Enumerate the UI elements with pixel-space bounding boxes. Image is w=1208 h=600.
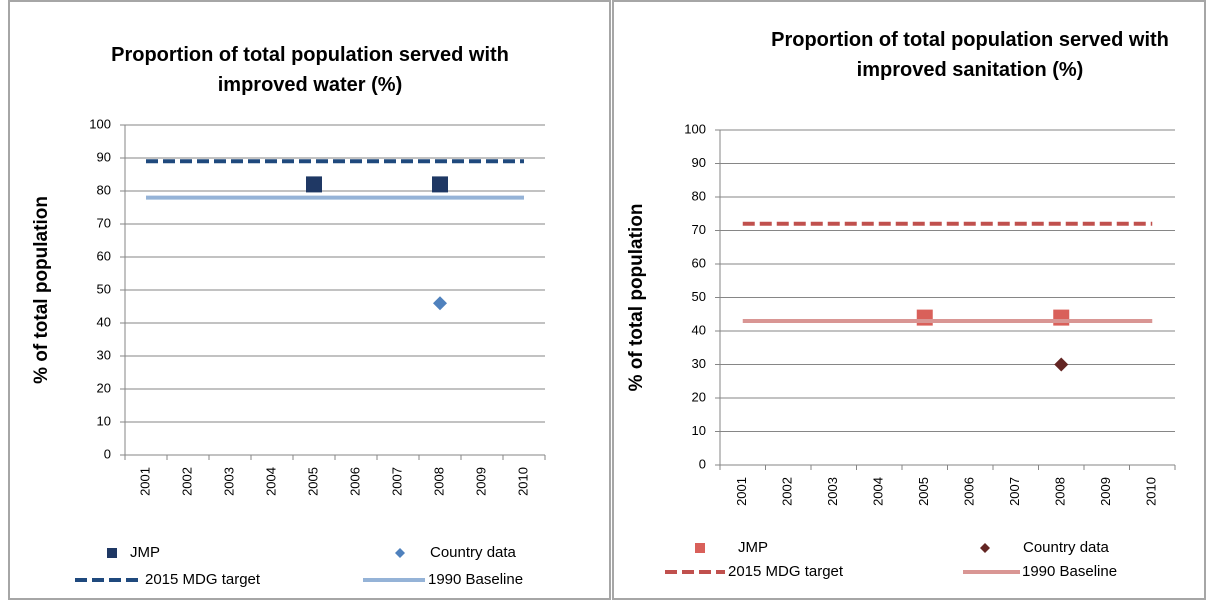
legend-label: 1990 Baseline	[1022, 563, 1117, 580]
x-tick-label: 2005	[305, 467, 320, 496]
x-tick-label: 2009	[1098, 477, 1113, 506]
y-tick-label: 0	[699, 456, 706, 471]
x-tick-label: 2003	[221, 467, 236, 496]
data-point	[432, 176, 448, 193]
legend-marker	[980, 543, 990, 553]
y-tick-label: 50	[692, 289, 706, 304]
x-tick-label: 2007	[389, 467, 404, 496]
data-point	[1053, 309, 1070, 326]
y-tick-label: 20	[692, 389, 706, 404]
y-tick-label: 30	[692, 356, 706, 371]
data-point	[306, 176, 322, 193]
y-tick-label: 100	[89, 116, 111, 131]
y-tick-label: 60	[97, 248, 111, 263]
legend-label: 1990 Baseline	[428, 571, 523, 588]
x-tick-label: 2002	[179, 467, 194, 496]
y-tick-label: 0	[104, 446, 111, 461]
y-tick-label: 90	[97, 149, 111, 164]
x-tick-label: 2010	[515, 467, 530, 496]
x-tick-label: 2002	[780, 477, 795, 506]
y-tick-label: 20	[97, 380, 111, 395]
x-tick-label: 2001	[137, 467, 152, 496]
x-tick-label: 2003	[825, 477, 840, 506]
y-tick-label: 30	[97, 347, 111, 362]
x-tick-label: 2008	[431, 467, 446, 496]
y-tick-label: 90	[692, 155, 706, 170]
y-tick-label: 10	[692, 423, 706, 438]
y-tick-label: 40	[97, 314, 111, 329]
data-point	[1054, 357, 1069, 372]
x-tick-label: 2001	[734, 477, 749, 506]
y-axis-label: % of total population	[31, 196, 52, 384]
x-tick-label: 2009	[473, 467, 488, 496]
y-tick-label: 100	[684, 121, 706, 136]
y-axis-label: % of total population	[626, 204, 647, 392]
legend-label: 2015 MDG target	[145, 571, 261, 588]
x-tick-label: 2006	[347, 467, 362, 496]
y-tick-label: 80	[97, 182, 111, 197]
data-point	[916, 309, 933, 326]
legend-marker	[395, 548, 405, 558]
legend-label: JMP	[738, 539, 768, 556]
y-tick-label: 70	[97, 215, 111, 230]
legend-marker	[695, 543, 705, 553]
x-tick-label: 2006	[962, 477, 977, 506]
y-tick-label: 40	[692, 322, 706, 337]
x-tick-label: 2005	[916, 477, 931, 506]
x-tick-label: 2004	[263, 467, 278, 496]
x-tick-label: 2007	[1007, 477, 1022, 506]
x-tick-label: 2010	[1144, 477, 1159, 506]
y-tick-label: 70	[692, 222, 706, 237]
legend-marker	[107, 548, 117, 558]
y-tick-label: 80	[692, 188, 706, 203]
y-tick-label: 10	[97, 413, 111, 428]
chart-title: Proportion of total population served wi…	[771, 29, 1169, 81]
chart-title: Proportion of total population served wi…	[111, 44, 509, 96]
y-tick-label: 60	[692, 255, 706, 270]
x-tick-label: 2004	[871, 477, 886, 506]
legend-label: Country data	[430, 544, 517, 561]
legend-label: 2015 MDG target	[728, 563, 844, 580]
legend-label: Country data	[1023, 539, 1110, 556]
data-point	[433, 296, 447, 311]
legend-label: JMP	[130, 544, 160, 561]
y-tick-label: 50	[97, 281, 111, 296]
x-tick-label: 2008	[1053, 477, 1068, 506]
